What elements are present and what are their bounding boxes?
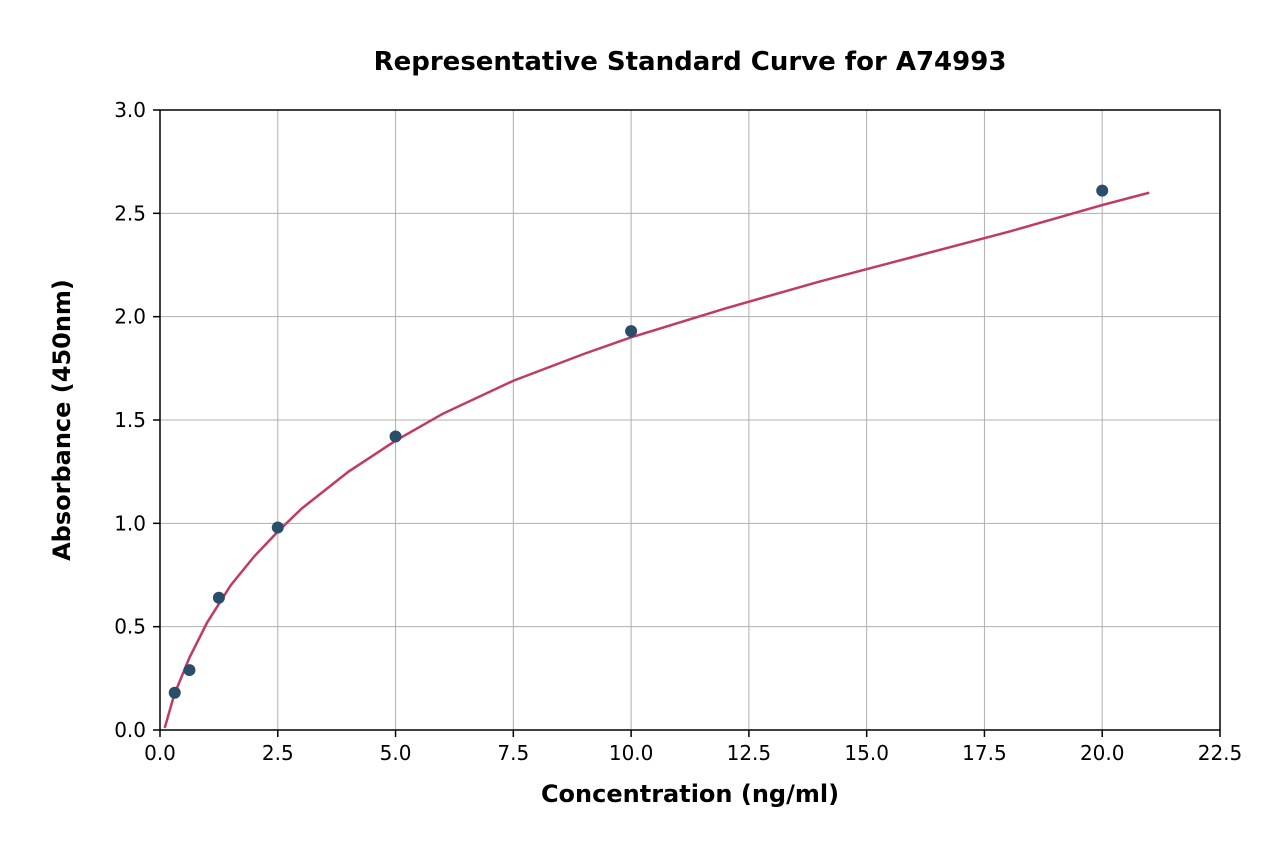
data-point (213, 592, 225, 604)
y-tick-label: 2.0 (114, 305, 146, 329)
x-tick-label: 15.0 (844, 741, 889, 765)
data-point (169, 687, 181, 699)
x-axis-label: Concentration (ng/ml) (541, 780, 839, 808)
data-point (183, 664, 195, 676)
y-axis-label: Absorbance (450nm) (48, 279, 76, 561)
x-tick-label: 17.5 (962, 741, 1007, 765)
y-tick-label: 2.5 (114, 201, 146, 225)
x-tick-label: 0.0 (144, 741, 176, 765)
x-tick-label: 2.5 (262, 741, 294, 765)
y-tick-label: 1.5 (114, 408, 146, 432)
x-tick-label: 7.5 (497, 741, 529, 765)
data-point (272, 521, 284, 533)
x-tick-label: 12.5 (727, 741, 772, 765)
y-tick-label: 3.0 (114, 98, 146, 122)
chart-background (0, 0, 1280, 845)
data-point (390, 431, 402, 443)
x-tick-label: 22.5 (1198, 741, 1243, 765)
y-tick-label: 1.0 (114, 511, 146, 535)
data-point (1096, 185, 1108, 197)
y-tick-label: 0.0 (114, 718, 146, 742)
x-tick-label: 10.0 (609, 741, 654, 765)
x-tick-label: 5.0 (380, 741, 412, 765)
x-tick-label: 20.0 (1080, 741, 1125, 765)
chart-title: Representative Standard Curve for A74993 (374, 47, 1007, 77)
y-tick-label: 0.5 (114, 615, 146, 639)
data-point (625, 325, 637, 337)
standard-curve-chart: 0.0 2.5 5.0 7.5 10.0 12.5 15.0 17.5 20.0 22.5 0.0… (0, 0, 1280, 845)
chart-container: 0.0 2.5 5.0 7.5 10.0 12.5 15.0 17.5 20.0 22.5 0.0… (0, 0, 1280, 845)
